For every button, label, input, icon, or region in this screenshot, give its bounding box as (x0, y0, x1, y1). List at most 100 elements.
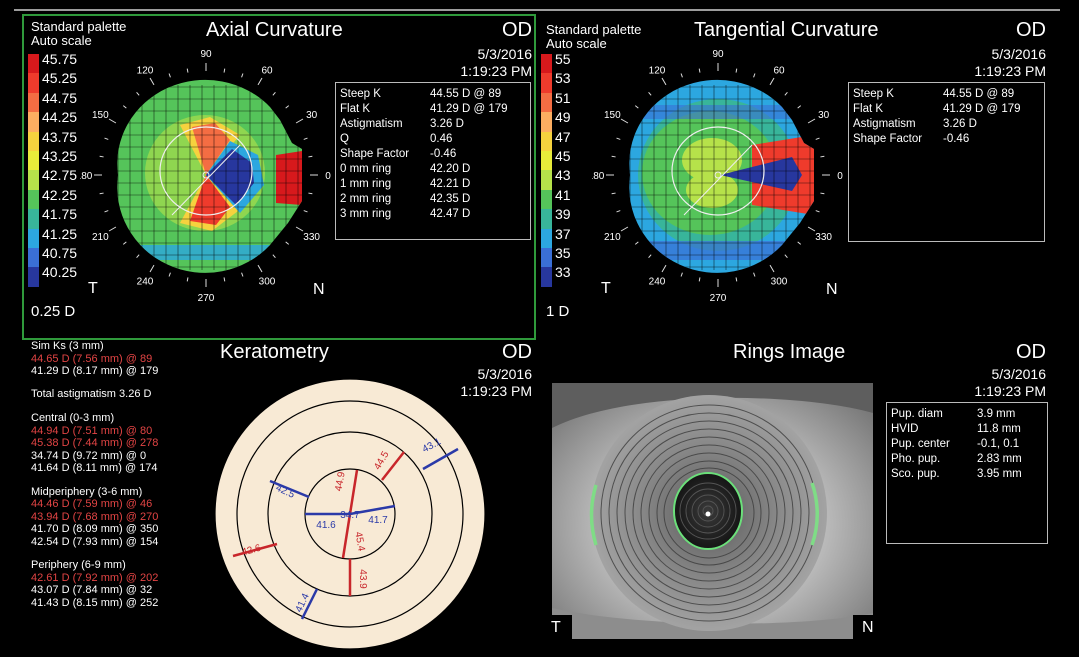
angle-label: 30 (818, 110, 830, 121)
rings-nasal-label: N (862, 619, 874, 636)
angle-tick (104, 210, 109, 213)
angle-tick (797, 241, 802, 245)
info-value: -0.1, 0.1 (977, 438, 1020, 450)
angle-tick (136, 91, 140, 96)
rings-eye: OD (1016, 341, 1046, 363)
legend-swatch (28, 73, 39, 93)
rings-time: 1:19:23 PM (974, 383, 1046, 399)
angle-tick (99, 192, 104, 195)
info-key: 2 mm ring (340, 193, 392, 205)
rings-title: Rings Image (733, 341, 846, 363)
info-row: Astigmatism 3.26 D (853, 117, 1044, 132)
angle-tick (648, 254, 652, 259)
rings-date: 5/3/2016 (991, 366, 1047, 382)
keratometry-entry: 34.74 D (9.72 mm) @ 0 (31, 449, 147, 462)
angle-tick (285, 241, 290, 245)
rings-info-box: Pup. diam 3.9 mm HVID 11.8 mm Pup. center -0.… (886, 402, 1048, 544)
map-center-marker (714, 171, 722, 179)
angle-label: 240 (137, 277, 154, 288)
legend-swatch (541, 209, 552, 229)
tangential-temporal-label: T (601, 280, 611, 297)
axial-legend-values: 45.75 45.25 44.75 44.25 43.75 43.25 42.75 42.25… (42, 50, 77, 283)
info-row: 1 mm ring 42.21 D (340, 177, 530, 192)
legend-swatch (541, 189, 552, 210)
angle-tick (308, 155, 313, 158)
legend-value: 40.25 (42, 264, 78, 281)
angle-tick (611, 155, 616, 158)
angle-tick (295, 118, 304, 124)
angle-tick (753, 73, 756, 78)
angle-label: 150 (604, 110, 621, 121)
legend-swatch (541, 92, 552, 113)
angle-tick (308, 192, 313, 195)
angle-tick (257, 77, 263, 86)
info-value: 0.46 (430, 133, 453, 145)
info-value: 42.35 D (430, 193, 471, 205)
info-key: 1 mm ring (340, 178, 392, 190)
axial-scale-label: Auto scale (31, 33, 92, 48)
legend-swatch (28, 150, 39, 171)
angle-label: 240 (649, 277, 666, 288)
legend-value: 43.25 (42, 148, 78, 165)
angle-label: 120 (649, 65, 666, 76)
info-row: 2 mm ring 42.35 D (340, 192, 530, 207)
keratometry-date: 5/3/2016 (477, 366, 533, 382)
zone-value-center: 34.7 (340, 510, 360, 521)
angle-label: 150 (92, 110, 109, 121)
axial-eye: OD (502, 19, 532, 41)
legend-swatch (28, 92, 39, 113)
legend-swatch (541, 150, 552, 171)
axial-palette-label: Standard palette (31, 19, 127, 34)
info-value: 42.20 D (430, 163, 471, 175)
info-row: Steep K 44.55 D @ 89 (853, 87, 1044, 102)
pupil (674, 473, 742, 549)
angle-tick (620, 118, 629, 124)
info-key: Steep K (853, 88, 894, 100)
angle-label: 180 (592, 171, 605, 182)
legend-value: 42.75 (42, 167, 78, 184)
info-key: HVID (891, 423, 919, 435)
info-value: 2.83 mm (977, 453, 1022, 465)
info-row: HVID 11.8 mm (891, 422, 1047, 437)
angle-tick (620, 226, 629, 232)
angle-tick (769, 77, 775, 86)
legend-swatch (28, 247, 39, 268)
angle-tick (634, 241, 639, 245)
angle-tick (820, 192, 825, 195)
angle-label: 330 (815, 232, 832, 243)
angle-tick (797, 105, 802, 109)
keratometry-zone-diagram: 34.7 41.6 41.7 44.9 45.4 44.5 43.9 42.5 … (214, 378, 486, 650)
legend-value: 39 (555, 206, 571, 223)
angle-tick (149, 77, 155, 86)
angle-tick (104, 137, 109, 140)
legend-swatch (541, 73, 552, 93)
info-value: 41.29 D @ 179 (943, 103, 1021, 115)
angle-tick (303, 137, 308, 140)
info-key: 3 mm ring (340, 208, 392, 220)
keratometry-entry: 44.94 D (7.51 mm) @ 80 (31, 424, 153, 437)
angle-label: 300 (259, 277, 276, 288)
angle-tick (735, 277, 738, 282)
legend-value: 45.75 (42, 51, 78, 67)
meridian-outer-down (300, 588, 319, 620)
hvid-marker-right (810, 482, 819, 546)
hvid-marker-left (589, 484, 598, 546)
angle-tick (149, 264, 155, 273)
keratometry-entry: 41.64 D (8.11 mm) @ 174 (31, 462, 158, 474)
meridian-inner-up (348, 469, 359, 515)
map-surface (117, 79, 302, 273)
angle-tick (168, 73, 171, 78)
info-key: Astigmatism (340, 118, 403, 130)
info-key: Shape Factor (853, 133, 923, 145)
axial-title: Axial Curvature (206, 19, 343, 41)
legend-swatch (541, 170, 552, 190)
meridian-mid-upright (381, 451, 405, 481)
zone-value-inner-right: 41.7 (368, 515, 388, 526)
legend-swatch (28, 228, 39, 248)
map-center-marker (202, 171, 210, 179)
angle-tick (784, 254, 788, 259)
axial-panel-frame[interactable] (22, 14, 536, 340)
meridian-inner-down (341, 513, 352, 559)
keratometry-entry: 44.46 D (7.59 mm) @ 46 (31, 498, 153, 510)
tangential-topography-map: 90 120 60 150 30 180 0 210 330 240 300 270 (592, 49, 843, 304)
